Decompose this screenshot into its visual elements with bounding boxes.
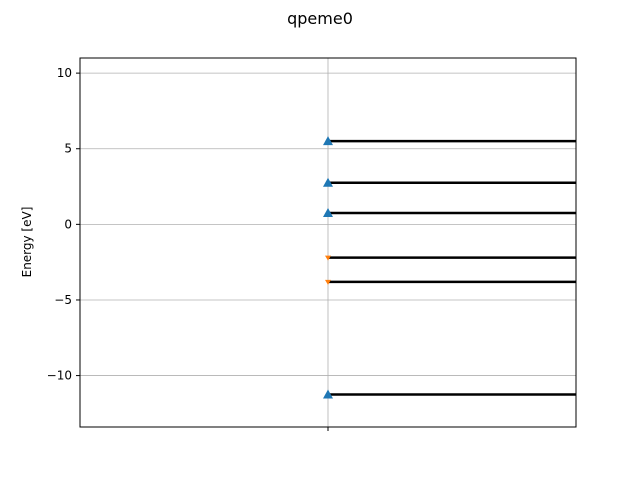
y-axis-label: Energy [eV] [20, 207, 34, 278]
triangle-up-marker [323, 208, 333, 218]
data-markers [323, 136, 333, 399]
y-tick-label: 10 [57, 66, 72, 80]
y-tick-label: 0 [64, 217, 72, 231]
y-tick-label: 5 [64, 142, 72, 156]
triangle-up-marker [323, 389, 333, 399]
triangle-up-marker [323, 136, 333, 146]
energy-levels [328, 139, 576, 396]
triangle-down-marker [325, 279, 331, 285]
triangle-up-marker [323, 177, 333, 187]
chart-title: qpeme0 [287, 9, 353, 28]
grid-lines [80, 58, 576, 427]
y-tick-label: −5 [54, 293, 72, 307]
y-tick-label: −10 [47, 369, 72, 383]
axis-ticks: 10 5 0 −5 −10 [47, 66, 329, 431]
triangle-down-marker [325, 255, 331, 261]
